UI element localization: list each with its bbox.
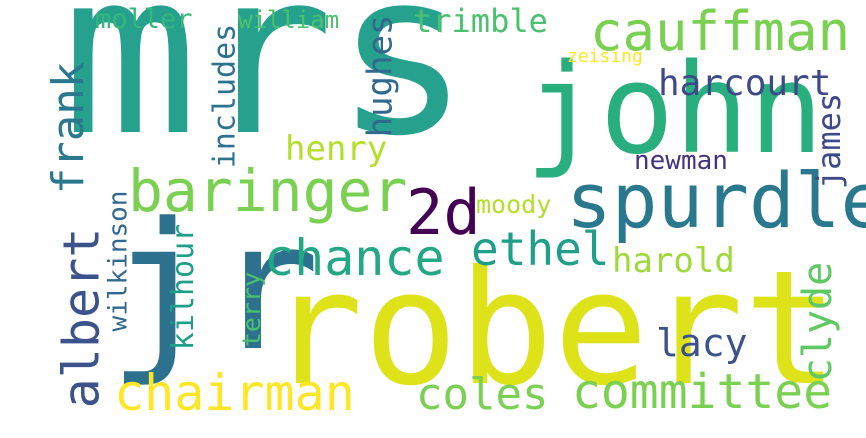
word-kilhour: kilhour — [166, 223, 202, 351]
word-henry: henry — [285, 129, 388, 169]
word-terry: terry — [237, 271, 267, 348]
word-chance: chance — [264, 229, 445, 287]
word-william: william — [238, 6, 340, 34]
word-jr: jr — [108, 185, 320, 390]
word-includes: includes — [207, 23, 243, 169]
word-james: james — [810, 92, 849, 190]
word-wilkinson: wilkinson — [103, 190, 134, 332]
word-mrs: mrs — [62, 0, 471, 186]
word-moody: moody — [476, 190, 552, 219]
word-2d: 2d — [406, 176, 481, 249]
word-spurdle: spurdle — [566, 156, 866, 245]
word-coles: coles — [416, 369, 549, 420]
word-lacy: lacy — [656, 321, 748, 365]
word-albert: albert — [52, 227, 111, 409]
word-committee: committee — [572, 364, 833, 420]
word-chairman: chairman — [114, 364, 355, 422]
word-newman: newman — [634, 146, 728, 176]
word-trimble: trimble — [413, 2, 548, 40]
word-ethel: ethel — [471, 222, 610, 276]
word-clyde: clyde — [795, 261, 842, 383]
word-robert: robert — [268, 237, 839, 421]
word-harcourt: harcourt — [658, 63, 832, 104]
word-harold: harold — [612, 241, 735, 281]
word-baringer: baringer — [128, 157, 408, 225]
word-cauffman: cauffman — [590, 0, 851, 63]
word-frank: frank — [43, 61, 95, 195]
word-moller: moller — [95, 4, 193, 35]
word-john: john — [525, 38, 824, 182]
word-hughes: hughes — [360, 14, 401, 138]
word-zeising: zeising — [567, 46, 643, 67]
